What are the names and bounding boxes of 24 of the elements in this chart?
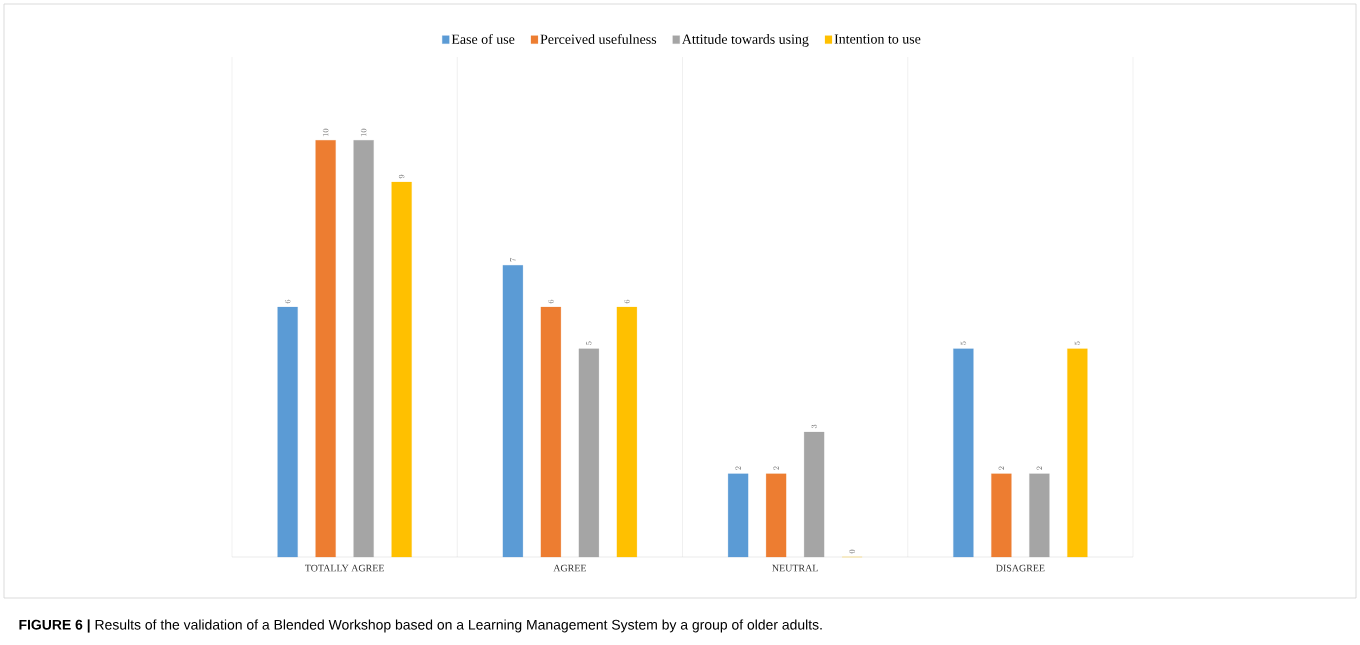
bar — [953, 348, 974, 558]
bar — [1029, 473, 1050, 558]
bar — [540, 306, 561, 558]
bar — [728, 473, 749, 558]
bar — [391, 181, 412, 558]
x-tick-label: AGREE — [553, 564, 586, 572]
bar — [315, 140, 336, 558]
x-tick-label: DISAGREE — [996, 564, 1045, 572]
legend-label: Attitude towards using — [681, 34, 809, 47]
bar — [353, 140, 374, 558]
bar — [804, 431, 825, 558]
bar — [1067, 348, 1088, 558]
bar — [766, 473, 787, 558]
x-tick-label: TOTALLY AGREE — [304, 564, 384, 572]
legend-label: Ease of use — [451, 33, 515, 44]
text: FIGURE 6 | Results of the validation of a Blended Workshop based on a Learning Management System by a group of older adults. — [19, 619, 822, 633]
legend-label: Intention to use — [834, 34, 921, 44]
bar — [616, 306, 637, 558]
legend-label: Perceived usefulness — [540, 33, 657, 44]
bar — [502, 265, 523, 558]
bar — [991, 473, 1012, 558]
x-tick-label: NEUTRAL — [772, 564, 818, 572]
bar — [578, 348, 599, 558]
bar — [277, 306, 298, 558]
